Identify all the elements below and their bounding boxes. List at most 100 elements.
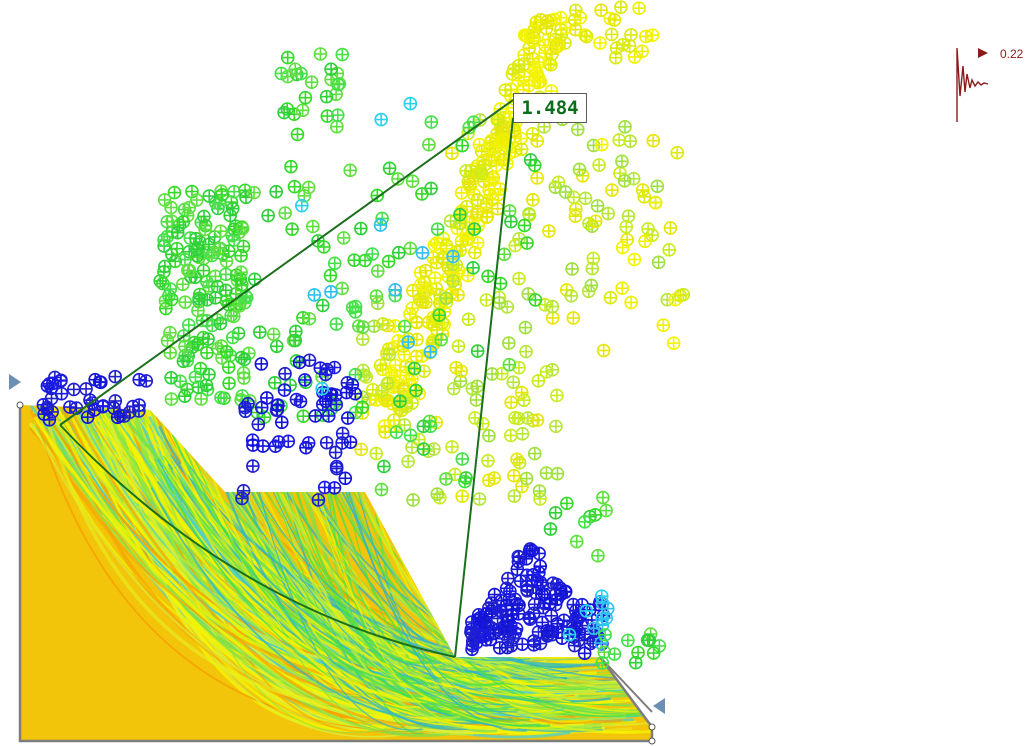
slip-surface bbox=[281, 438, 436, 665]
slip-centre-marker bbox=[164, 392, 179, 406]
slip-centre-marker bbox=[494, 604, 509, 619]
slip-centre-marker bbox=[391, 245, 406, 260]
slip-centre-marker bbox=[476, 416, 490, 431]
slip-centre-marker bbox=[673, 288, 688, 303]
slip-centre-marker bbox=[176, 215, 191, 229]
slip-centre-marker bbox=[191, 303, 205, 318]
slip-centre-marker bbox=[298, 373, 312, 387]
slip-centre-marker bbox=[530, 134, 544, 148]
slip-centre-marker bbox=[507, 489, 522, 503]
slip-centre-marker bbox=[277, 105, 291, 120]
slip-centre-marker bbox=[228, 219, 243, 233]
slip-surface bbox=[158, 425, 493, 673]
slip-centre-marker bbox=[531, 373, 546, 388]
slip-centre-marker bbox=[239, 190, 253, 205]
slip-centre-marker bbox=[201, 332, 215, 346]
slip-centre-marker bbox=[584, 278, 599, 293]
slip-centre-marker bbox=[646, 133, 661, 148]
slip-centre-marker bbox=[497, 627, 512, 641]
slip-centre-marker bbox=[588, 214, 603, 229]
slip-centre-marker bbox=[551, 39, 565, 54]
slip-centre-marker bbox=[423, 344, 438, 359]
slip-centre-marker bbox=[468, 411, 482, 425]
slip-centre-marker bbox=[512, 271, 526, 286]
slip-centre-marker bbox=[213, 224, 228, 239]
slip-centre-marker bbox=[293, 394, 308, 409]
slip-centre-marker bbox=[288, 62, 302, 77]
slip-centre-marker bbox=[181, 263, 195, 278]
slip-centre-marker bbox=[601, 206, 616, 221]
slip-centre-marker bbox=[277, 383, 292, 397]
right-water-marker bbox=[653, 698, 665, 714]
slip-centre-marker bbox=[157, 233, 171, 247]
slip-centre-marker bbox=[537, 587, 552, 602]
slip-surface bbox=[255, 474, 588, 691]
slip-centre-marker bbox=[455, 138, 470, 153]
seismic-wave-icon bbox=[956, 47, 989, 122]
slip-centre-marker bbox=[80, 410, 95, 424]
slip-centre-marker bbox=[595, 611, 609, 626]
slip-centre-marker bbox=[461, 312, 476, 327]
slip-centre-marker bbox=[641, 222, 655, 236]
slip-centre-marker bbox=[446, 274, 460, 288]
slip-centre-marker bbox=[235, 221, 250, 236]
slip-centre-marker bbox=[317, 480, 332, 495]
slip-centre-marker bbox=[304, 75, 319, 89]
slip-surface bbox=[168, 428, 509, 711]
slip-centre-marker bbox=[219, 344, 234, 359]
slip-centre-marker bbox=[165, 214, 179, 229]
slip-centre-marker bbox=[586, 621, 601, 636]
slip-centre-marker bbox=[343, 435, 358, 449]
slip-centre-marker bbox=[253, 325, 267, 339]
slip-centre-marker bbox=[572, 162, 587, 177]
slip-surface bbox=[304, 440, 486, 730]
slip-centre-marker bbox=[324, 62, 338, 76]
slip-centre-marker bbox=[662, 243, 676, 257]
slip-centre-marker bbox=[158, 259, 172, 274]
slip-centre-marker bbox=[539, 466, 554, 480]
slip-centre-marker bbox=[585, 261, 600, 276]
slip-centre-marker bbox=[530, 413, 545, 427]
slip-centre-marker bbox=[517, 393, 531, 407]
slip-centre-marker bbox=[508, 411, 522, 425]
slip-centre-marker bbox=[208, 290, 223, 305]
slip-centre-marker bbox=[618, 119, 632, 134]
slip-centre-marker bbox=[479, 632, 493, 647]
slip-centre-marker bbox=[591, 548, 605, 563]
slip-surfaces bbox=[28, 405, 652, 739]
slip-centre-marker bbox=[569, 202, 583, 216]
slip-centre-marker bbox=[621, 633, 635, 648]
slip-surface bbox=[232, 427, 644, 689]
slip-centre-marker bbox=[170, 225, 185, 240]
slip-centre-marker bbox=[157, 193, 172, 207]
slip-centre-marker bbox=[274, 415, 289, 430]
slip-surface bbox=[220, 479, 464, 729]
slip-centre-marker bbox=[164, 200, 178, 215]
slip-centre-marker bbox=[526, 33, 541, 48]
slip-surface bbox=[69, 408, 428, 727]
slip-centre-marker bbox=[188, 370, 203, 384]
slip-centre-marker bbox=[477, 158, 492, 172]
slip-centre-marker bbox=[640, 633, 655, 648]
slip-centre-marker bbox=[475, 166, 489, 181]
slip-centre-marker bbox=[295, 103, 310, 118]
slip-centre-marker bbox=[335, 281, 349, 296]
slip-centre-marker bbox=[650, 179, 665, 194]
slip-centre-marker bbox=[670, 145, 685, 160]
slip-centre-marker bbox=[424, 181, 438, 196]
slip-centre-marker bbox=[388, 282, 402, 297]
slip-surface bbox=[337, 432, 590, 720]
critical-radius-right bbox=[454, 117, 514, 658]
slip-centre-marker bbox=[666, 336, 681, 351]
slip-centre-marker bbox=[481, 453, 495, 468]
slip-centre-marker bbox=[504, 395, 518, 410]
slip-centre-marker bbox=[445, 440, 459, 454]
slip-centre-marker bbox=[376, 317, 390, 331]
slip-centre-marker bbox=[455, 489, 469, 503]
slip-centre-marker bbox=[403, 241, 418, 256]
slip-centre-marker bbox=[315, 298, 330, 313]
slip-centre-marker bbox=[648, 195, 663, 210]
slip-surface bbox=[313, 429, 462, 692]
slip-centre-marker bbox=[190, 242, 204, 256]
